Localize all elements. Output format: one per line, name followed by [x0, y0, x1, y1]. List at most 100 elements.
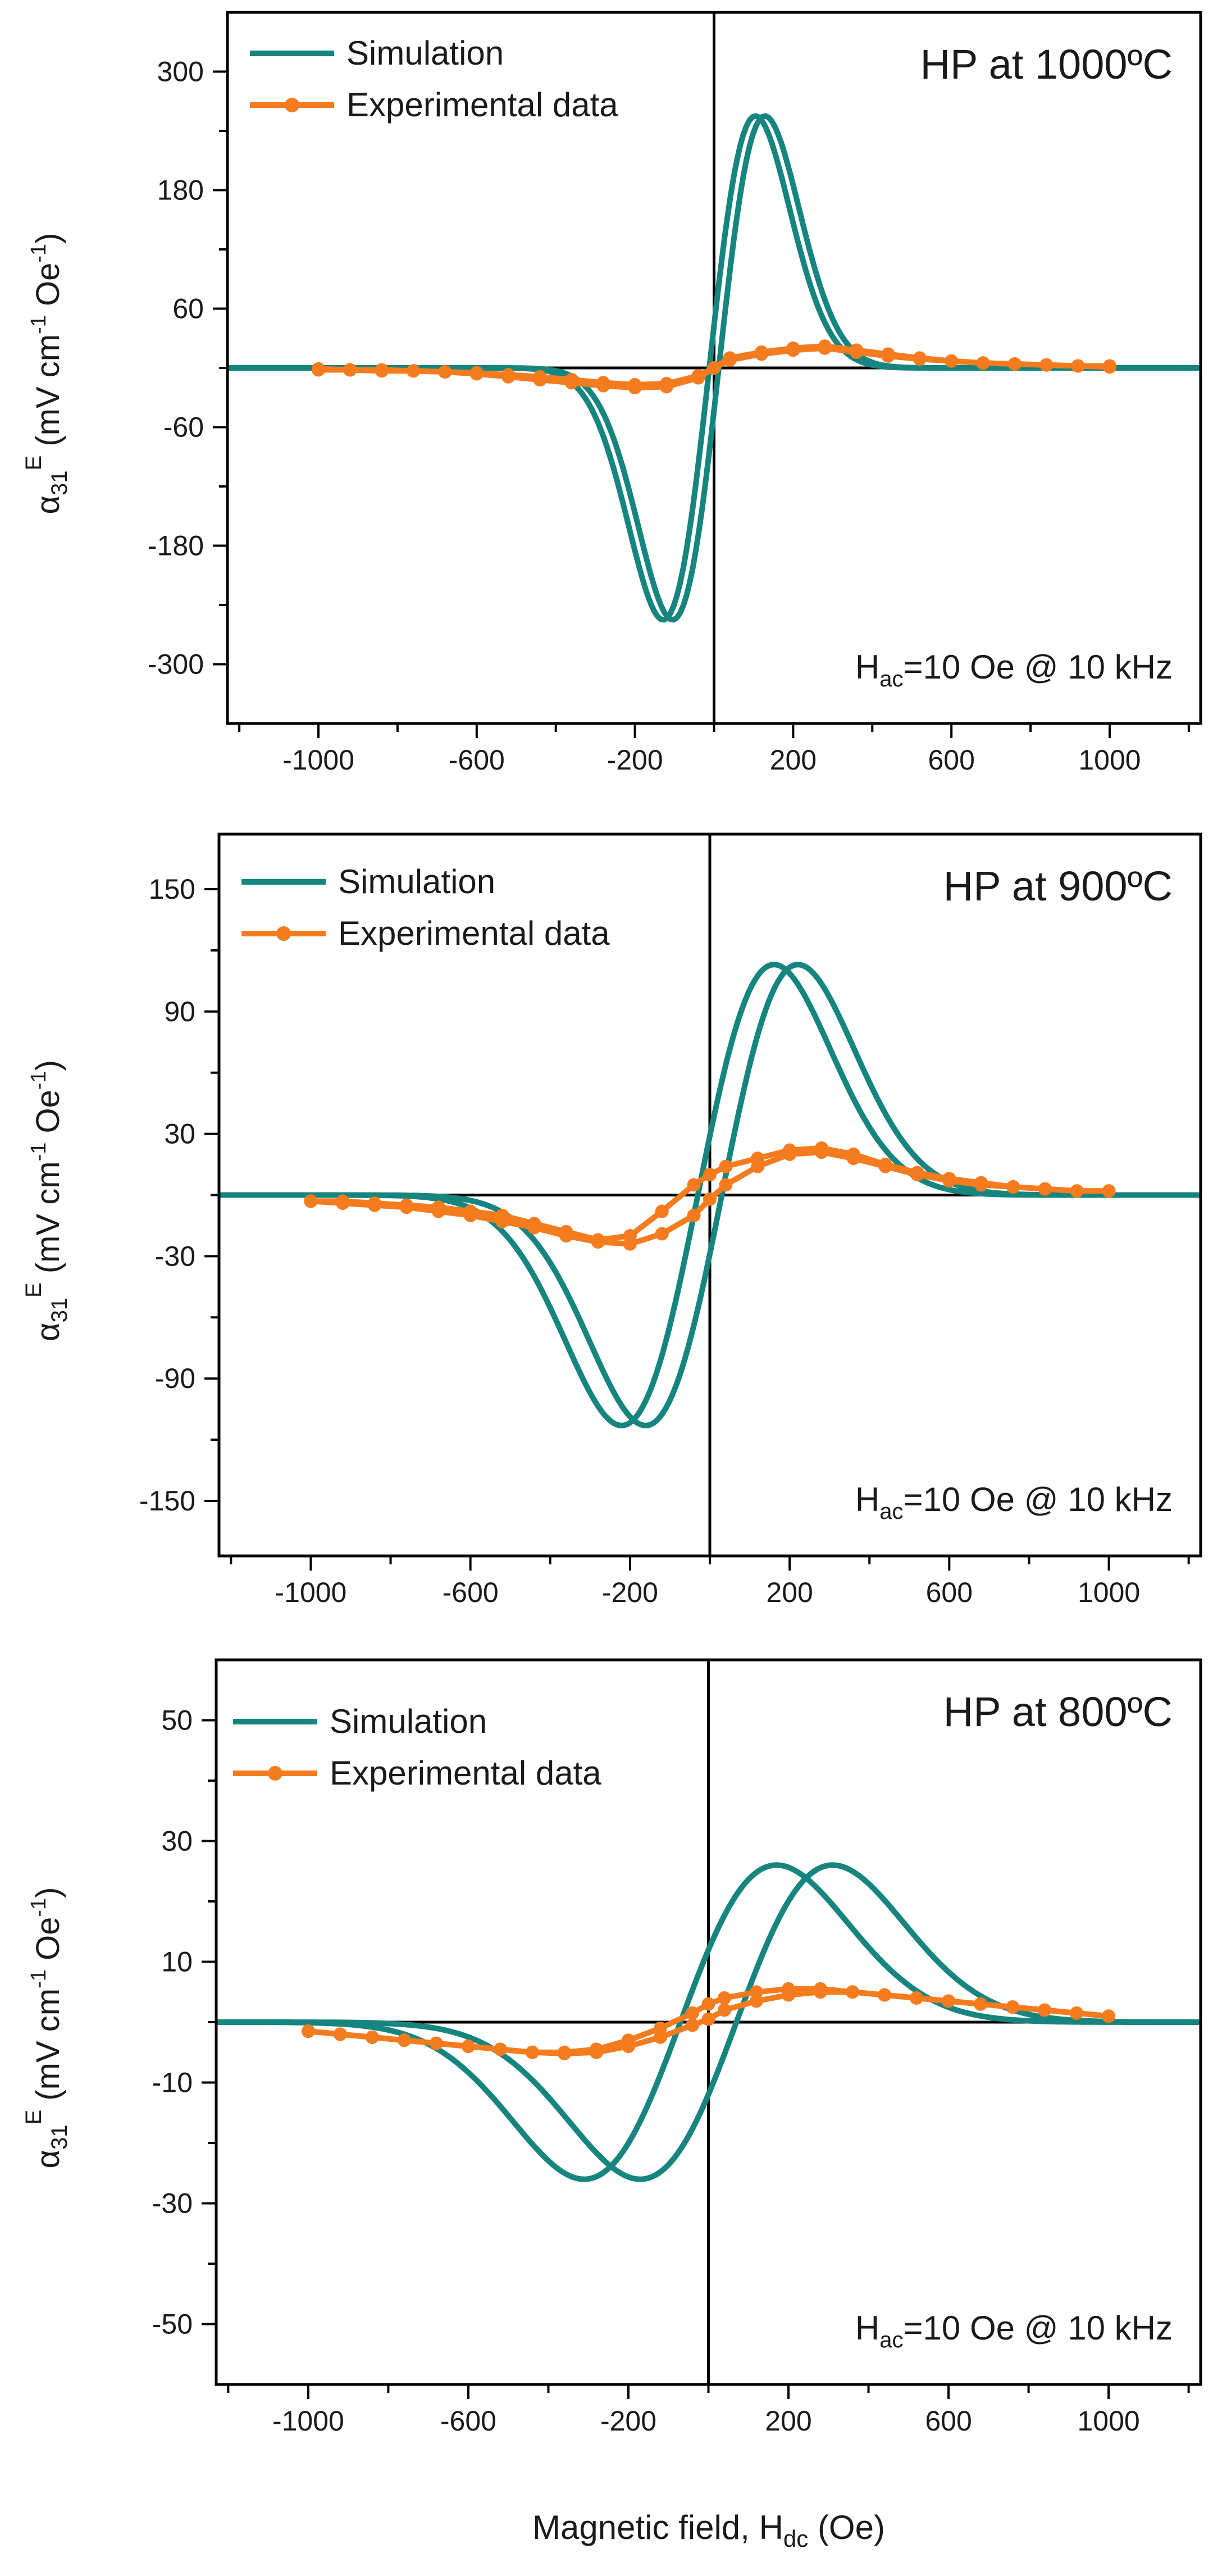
plot-frame	[226, 11, 1202, 725]
x-tick-label: 600	[925, 2405, 972, 2437]
y-tick-label: -30	[155, 1240, 195, 1272]
ylabel-unit-post: )	[30, 233, 66, 243]
excitation-annotation: Hac=10 Oe @ 10 kHz	[855, 648, 1173, 691]
y-tick-label: -300	[148, 649, 204, 680]
subplot-title: HP at 900ºC	[943, 863, 1173, 909]
experimental-point	[846, 1985, 860, 1999]
experimental-point	[719, 1178, 733, 1192]
experimental-point	[1102, 2009, 1116, 2023]
experimental-point	[1006, 2000, 1020, 2014]
experimental-point	[397, 2033, 411, 2047]
experimental-point	[1038, 1182, 1052, 1196]
x-tick-label: -600	[443, 1577, 499, 1608]
x-tick-label: 1000	[1078, 1577, 1140, 1608]
y-axis-label: α31E (mV cm-1 Oe-1)	[21, 1887, 72, 2168]
annotation-symbol: H	[855, 1481, 879, 1518]
experimental-point	[655, 1204, 669, 1218]
experimental-point	[945, 354, 959, 368]
annotation-subscript: ac	[879, 667, 903, 691]
ylabel-subscript: 31	[47, 470, 72, 495]
y-axis-label: α31E (mV cm-1 Oe-1)	[21, 1060, 72, 1341]
experimental-point	[461, 2040, 475, 2053]
y-tick-label: 50	[161, 1705, 193, 1736]
experimental-point	[1102, 359, 1116, 373]
experimental-point	[653, 2021, 667, 2035]
excitation-annotation: Hac=10 Oe @ 10 kHz	[855, 2309, 1173, 2352]
y-tick-label: -30	[152, 2188, 193, 2219]
experimental-point	[301, 2024, 315, 2038]
experimental-point	[878, 1158, 892, 1172]
x-tick-label: -200	[607, 744, 663, 776]
y-tick-label: -10	[152, 2067, 193, 2099]
y-axis-label: α31E (mV cm-1 Oe-1)	[21, 233, 72, 514]
y-tick-label: -150	[139, 1485, 195, 1517]
experimental-point	[304, 1194, 318, 1208]
legend-experimental-label: Experimental data	[346, 86, 618, 124]
x-tick-label: 1000	[1078, 744, 1141, 776]
experimental-point	[723, 351, 737, 365]
x-tick-label: -600	[449, 744, 505, 776]
experimental-point	[333, 2027, 347, 2041]
y-tick-label: 10	[161, 1946, 193, 1978]
experimental-point	[942, 1172, 956, 1186]
experimental-point	[628, 377, 642, 392]
experimental-point	[687, 1178, 701, 1192]
experimental-point	[718, 2003, 732, 2017]
annotation-text: =10 Oe @ 10 kHz	[904, 648, 1173, 686]
experimental-point	[312, 362, 326, 376]
y-tick-label: 30	[164, 1118, 195, 1150]
experimental-point	[564, 373, 578, 387]
curves	[216, 1862, 1200, 2182]
ylabel-space	[30, 2101, 66, 2110]
experimental-point	[814, 1982, 828, 1996]
xlabel-subscript: dc	[783, 2525, 808, 2552]
x-tick-label: 200	[770, 744, 817, 776]
simulation-branch-up	[216, 1862, 1200, 2182]
x-tick-label: 200	[765, 2405, 811, 2437]
legend-experimental-label: Experimental data	[338, 914, 610, 952]
annotation-symbol: H	[855, 648, 879, 686]
y-tick-label: -90	[155, 1363, 195, 1394]
experimental-point	[691, 369, 705, 383]
ylabel-alpha: α	[30, 2150, 66, 2169]
experimental-point	[719, 1159, 733, 1173]
y-tick-label: 30	[161, 1826, 193, 1857]
excitation-annotation: Hac=10 Oe @ 10 kHz	[855, 1481, 1173, 1524]
experimental-point	[527, 1217, 541, 1231]
subplot-title: HP at 1000ºC	[920, 41, 1173, 88]
x-tick-label: -1000	[282, 744, 354, 776]
experimental-point	[463, 1204, 477, 1218]
annotation-subscript: ac	[879, 2328, 903, 2352]
ylabel-alpha: α	[30, 495, 66, 515]
experimental-point	[591, 1233, 605, 1247]
legend-experimental-marker	[285, 98, 299, 112]
experimental-point	[751, 1152, 765, 1166]
experimental-point	[1102, 1184, 1116, 1198]
experimental-point	[336, 1194, 350, 1208]
experimental-point	[1007, 357, 1022, 371]
experimental-point	[431, 1200, 445, 1214]
annotation-symbol: H	[855, 2309, 879, 2347]
experimental-point	[974, 1997, 988, 2011]
experimental-point	[685, 2006, 699, 2020]
experimental-point	[438, 365, 452, 379]
y-tick-label: -180	[148, 530, 204, 562]
experimental-point	[596, 376, 610, 390]
simulation-branch-down	[216, 1862, 1200, 2182]
ylabel-unit-sup1: -1	[27, 1969, 51, 1988]
x-tick-label: -1000	[272, 2405, 344, 2437]
y-tick-label: 300	[157, 56, 204, 88]
experimental-point	[559, 1225, 573, 1239]
experimental-point	[493, 2042, 507, 2056]
x-tick-label: 600	[928, 744, 974, 776]
ylabel-unit-pre: (mV cm	[30, 334, 66, 447]
subplot-title: HP at 800ºC	[943, 1688, 1173, 1735]
y-tick-label: 150	[149, 873, 195, 905]
experimental-point	[701, 2012, 715, 2026]
experimental-point	[818, 339, 832, 353]
experimental-point	[1070, 2006, 1084, 2020]
x-axis-label: Magnetic field, Hdc (Oe)	[532, 2509, 885, 2552]
curves	[227, 113, 1200, 623]
experimental-point	[755, 345, 769, 359]
